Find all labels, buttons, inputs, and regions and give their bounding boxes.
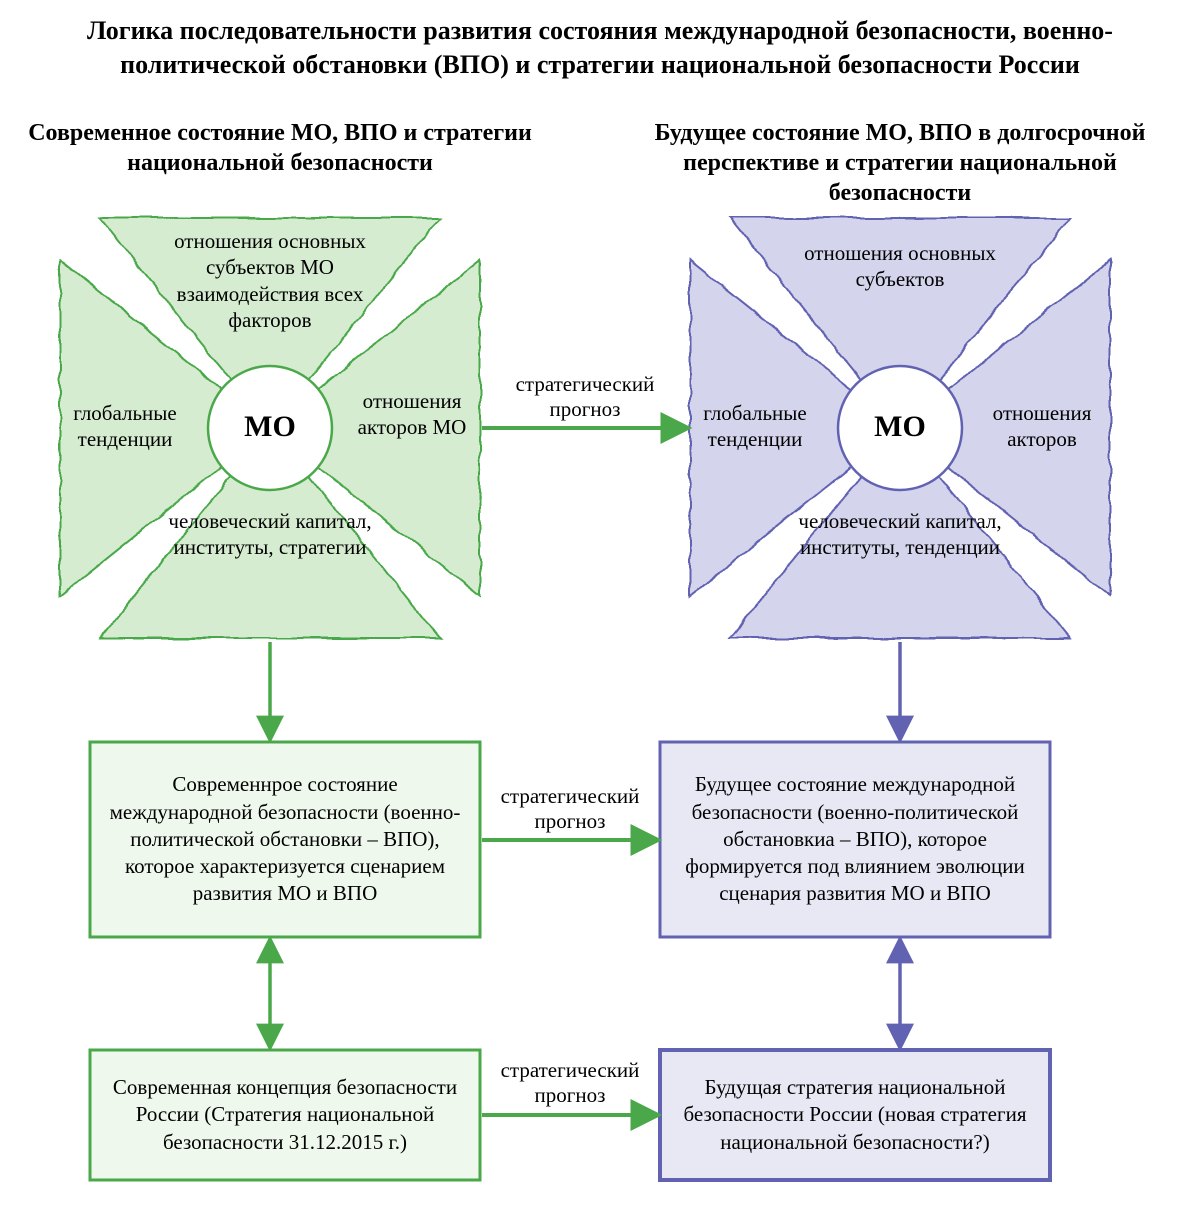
arrow-label-2: стратегический прогноз xyxy=(490,784,650,834)
arrow-label-1: стратегический прогноз xyxy=(490,372,680,422)
box-right-mid: Будущее состояние международной безопасн… xyxy=(660,742,1050,937)
box-left-mid: Современнрое состояние международной без… xyxy=(90,742,480,937)
right-cross-bottom: человеческий капитал, институты, тенденц… xyxy=(795,508,1005,561)
right-cross-center: МО xyxy=(868,410,932,444)
box-right-bottom: Будущая стратегия национальной безопасно… xyxy=(660,1050,1050,1180)
left-cross-center: МО xyxy=(238,410,302,444)
right-cross-left: глобальные тенденции xyxy=(685,400,825,453)
left-cross-right: отношения акторов МО xyxy=(342,388,482,441)
left-cross-bottom: человеческий капитал, институты, стратег… xyxy=(165,508,375,561)
left-cross-left: глобальные тенденции xyxy=(55,400,195,453)
box-left-bottom: Современная концепция безопасности Росси… xyxy=(90,1050,480,1180)
arrow-label-3: стратегический прогноз xyxy=(490,1058,650,1108)
diagram-svg xyxy=(0,0,1200,1213)
right-cross-right: отношения акторов xyxy=(972,400,1112,453)
left-cross-top: отношения основных субъектов МО взаимоде… xyxy=(150,228,390,333)
right-cross-top: отношения основных субъектов xyxy=(800,240,1000,293)
